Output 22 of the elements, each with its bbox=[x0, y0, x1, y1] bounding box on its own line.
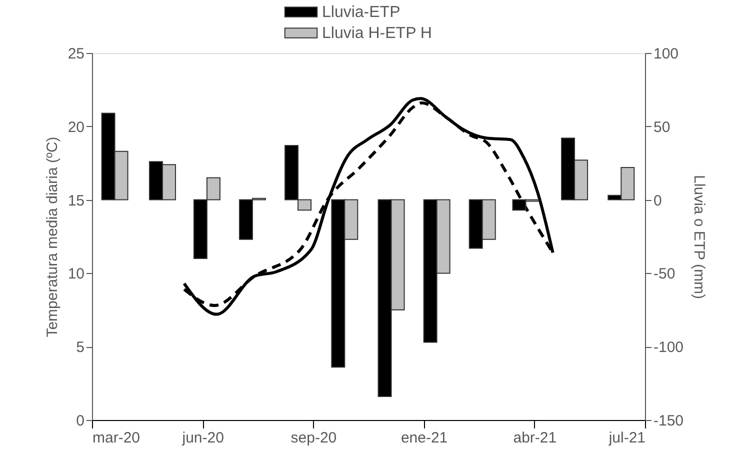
y-tick-label: 15 bbox=[68, 192, 84, 210]
y-tick-label: 0 bbox=[76, 412, 84, 430]
y2-tick-label: 100 bbox=[654, 46, 679, 62]
legend-label: Lluvia-ETP bbox=[322, 4, 400, 21]
y-tick-label: 20 bbox=[68, 118, 84, 136]
y-tick-label: 10 bbox=[68, 266, 84, 283]
x-tick-label: ene-21 bbox=[400, 430, 448, 446]
y-tick-label: 5 bbox=[76, 339, 84, 356]
x-tick-label: jul-21 bbox=[608, 430, 646, 446]
y2-tick-label: 0 bbox=[654, 192, 662, 210]
y2-tick-label: 50 bbox=[654, 118, 670, 136]
y2-tick-label: -150 bbox=[654, 412, 684, 430]
legend-label: Lluvia H-ETP H bbox=[322, 25, 432, 42]
x-tick-label: mar-20 bbox=[92, 430, 140, 446]
y2-tick-label: -50 bbox=[654, 266, 676, 283]
y2-axis-title: Lluvia o ETP (mm) bbox=[690, 175, 708, 299]
x-tick-label: jun-20 bbox=[181, 430, 224, 446]
y-tick-label: 25 bbox=[68, 46, 84, 62]
x-tick-label: abr-21 bbox=[513, 430, 557, 446]
y2-tick-label: -100 bbox=[654, 339, 684, 356]
y-axis-title: Temperatura media diaria (ºC) bbox=[44, 136, 61, 338]
x-tick-label: sep-20 bbox=[290, 430, 337, 446]
